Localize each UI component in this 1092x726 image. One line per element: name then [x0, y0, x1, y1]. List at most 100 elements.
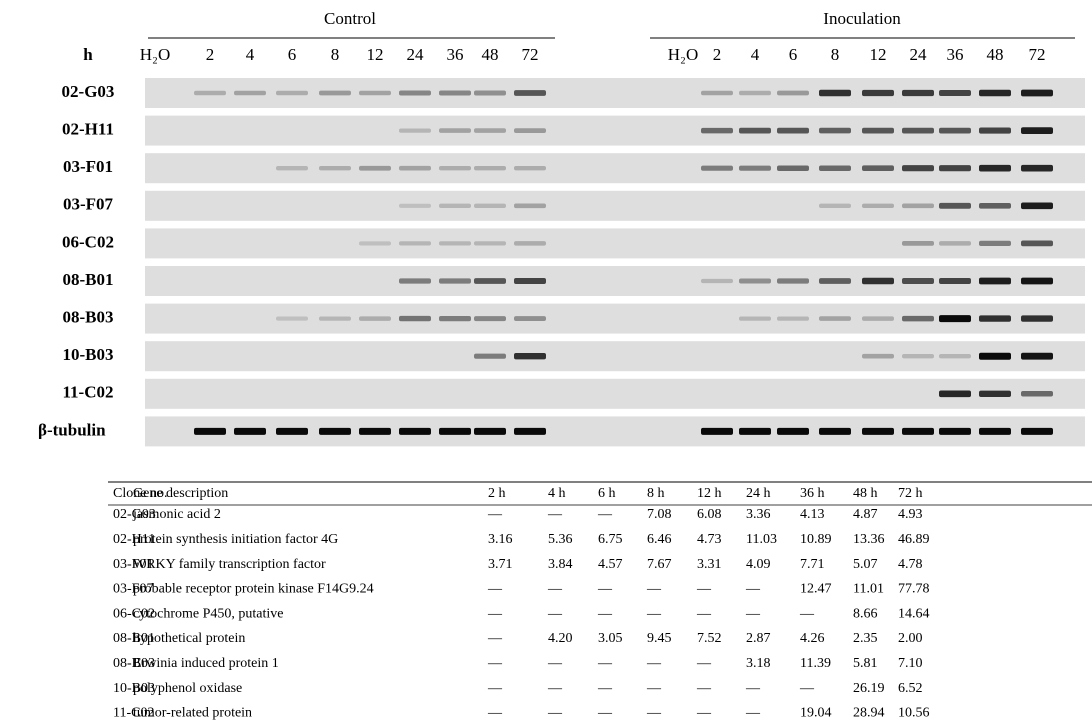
band [474, 241, 506, 245]
table-cell: 6.52 [898, 681, 923, 696]
table-cell: 5.36 [548, 532, 573, 547]
table-cell: — [597, 706, 613, 721]
band [777, 428, 809, 435]
band [474, 204, 506, 208]
gene-label: 03-F01 [63, 157, 113, 176]
table-cell: 4.26 [800, 631, 825, 646]
lane-label: 24 [910, 45, 928, 64]
band [819, 316, 851, 321]
lane-label: 72 [522, 45, 539, 64]
band [514, 316, 546, 321]
table-cell: 7.08 [647, 507, 672, 522]
table-cell: 11.03 [746, 532, 777, 547]
table-cell: — [547, 606, 563, 621]
group-label: Inoculation [823, 9, 901, 28]
table-cell: — [487, 606, 503, 621]
band [862, 90, 894, 96]
table-cell: 3.05 [598, 631, 623, 646]
band [514, 278, 546, 284]
table-cell: — [745, 706, 761, 721]
hour-header: h [83, 45, 93, 64]
lane-label: 72 [1029, 45, 1046, 64]
band [777, 165, 809, 171]
table-cell: — [597, 606, 613, 621]
band [819, 278, 851, 284]
band [739, 279, 771, 284]
band [439, 278, 471, 283]
table-cell: — [597, 582, 613, 597]
band [939, 203, 971, 209]
band [819, 90, 851, 96]
gene-label: 06-C02 [62, 232, 114, 251]
band [902, 316, 934, 322]
table-cell: 26.19 [853, 681, 885, 696]
table-cell: — [745, 681, 761, 696]
table-cell: 4.57 [598, 557, 623, 572]
band [902, 165, 934, 171]
band [474, 316, 506, 321]
band [902, 90, 934, 96]
table-cell: 4.20 [548, 631, 573, 646]
lane-label: 24 [407, 45, 425, 64]
table-cell: — [547, 582, 563, 597]
table-cell: protein synthesis initiation factor 4G [133, 532, 338, 547]
table-cell: 6.08 [697, 507, 722, 522]
band [359, 316, 391, 320]
table-cell: 9.45 [647, 631, 672, 646]
band [1021, 90, 1053, 97]
band [514, 128, 546, 133]
table-cell: — [799, 681, 815, 696]
band [474, 166, 506, 170]
band [939, 90, 971, 96]
table-header: 24 h [746, 486, 771, 501]
table-cell: 2.00 [898, 631, 923, 646]
band [474, 91, 506, 96]
table-cell: — [696, 582, 712, 597]
band [939, 128, 971, 134]
group-label: Control [324, 9, 376, 28]
band [359, 428, 391, 435]
table-cell: probable receptor protein kinase F14G9.2… [133, 582, 374, 597]
lane-label: 48 [987, 45, 1004, 64]
table-header: 8 h [647, 486, 665, 501]
band [862, 278, 894, 284]
lane-label: 36 [447, 45, 464, 64]
band [902, 278, 934, 284]
band [319, 91, 351, 96]
gene-label: 03-F07 [63, 195, 114, 214]
band [359, 166, 391, 171]
band [902, 241, 934, 246]
table-cell: 5.81 [853, 656, 878, 671]
figure: Control Inoculation h H₂O24681224364872H… [0, 0, 1092, 721]
band [939, 241, 971, 245]
band [276, 166, 308, 170]
lane-label: 4 [751, 45, 760, 64]
band [439, 428, 471, 435]
band [939, 165, 971, 171]
band [1021, 391, 1053, 397]
table-cell: 6.75 [598, 532, 623, 547]
table-cell: 10.89 [800, 532, 832, 547]
table-cell: 11.01 [853, 582, 884, 597]
table-cell: 10.56 [898, 706, 930, 721]
band [939, 391, 971, 398]
band [777, 91, 809, 96]
band [979, 165, 1011, 172]
table-cell: 28.94 [853, 706, 885, 721]
band [234, 428, 266, 435]
band [514, 204, 546, 209]
table-cell: 4.73 [697, 532, 722, 547]
band [1021, 428, 1053, 435]
table-cell: — [745, 582, 761, 597]
band [1021, 315, 1053, 321]
band [777, 128, 809, 134]
band [319, 316, 351, 320]
band [439, 128, 471, 133]
band [439, 90, 471, 95]
band [739, 166, 771, 171]
table-header: 72 h [898, 486, 923, 501]
lane-label: 4 [246, 45, 255, 64]
table-cell: hypothetical protein [133, 631, 245, 646]
table-cell: — [597, 656, 613, 671]
table-cell: 3.71 [488, 557, 513, 572]
